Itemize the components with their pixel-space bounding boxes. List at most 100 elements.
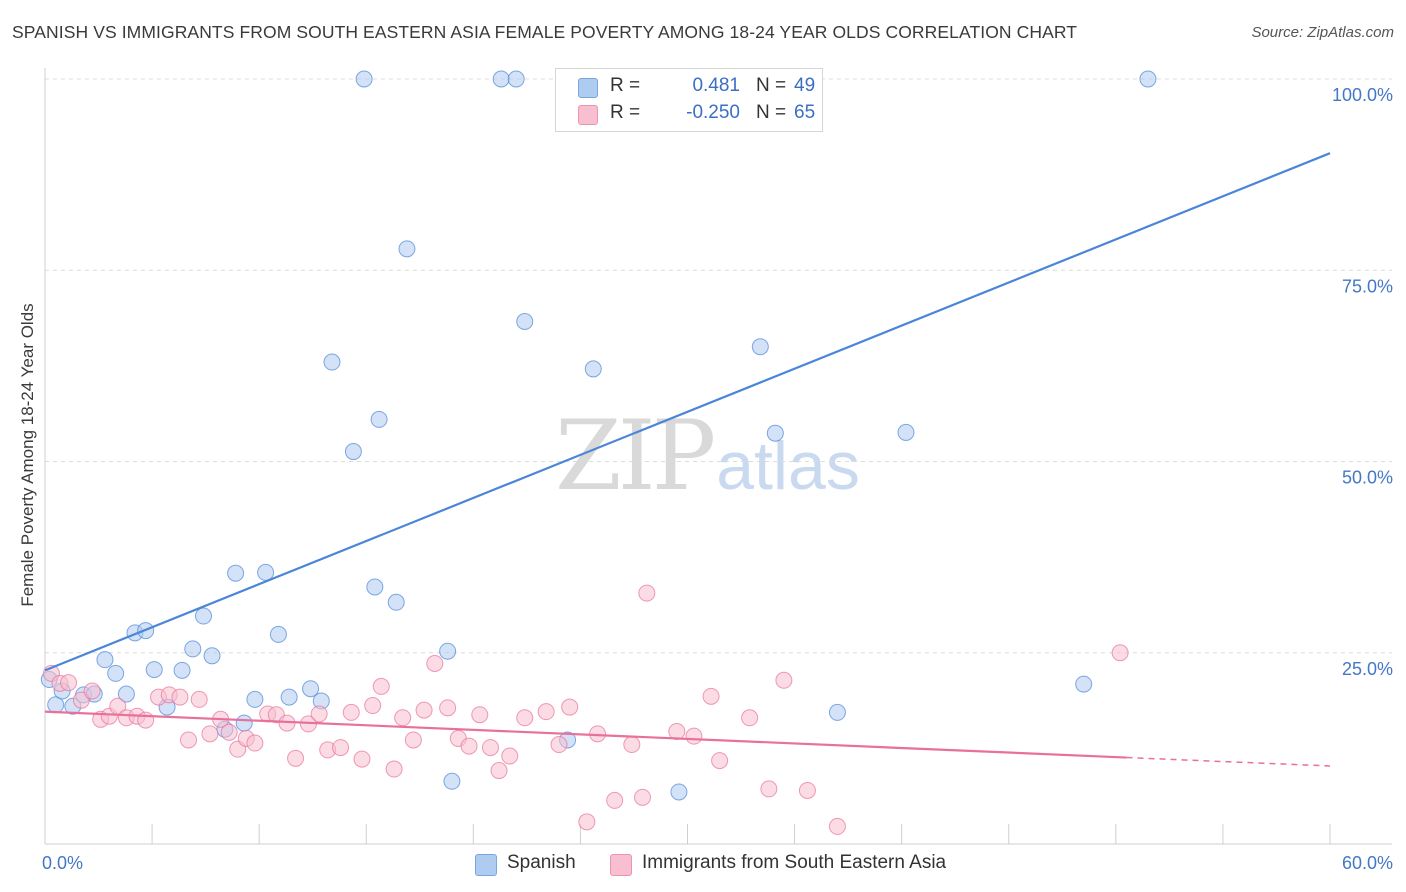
- point-spanish: [302, 680, 320, 698]
- point-immigrants: [287, 749, 305, 767]
- point-spanish: [1075, 675, 1093, 693]
- trend-line-spanish: [44, 152, 1331, 672]
- legend-r-value: 0.481: [692, 75, 740, 96]
- legend-n-label: N =: [756, 75, 787, 96]
- legend-r-label: R =: [610, 102, 641, 123]
- point-immigrants: [516, 709, 534, 727]
- point-immigrants: [404, 731, 422, 749]
- point-spanish: [173, 661, 191, 679]
- point-spanish: [507, 70, 525, 88]
- watermark-atlas: atlas: [716, 428, 860, 504]
- point-spanish: [398, 240, 416, 258]
- point-spanish: [1139, 70, 1157, 88]
- point-spanish: [370, 410, 388, 428]
- trend-line-immigrants-extension: [1126, 756, 1331, 767]
- point-spanish: [280, 688, 298, 706]
- point-spanish: [751, 338, 769, 356]
- point-immigrants: [83, 682, 101, 700]
- point-spanish: [227, 564, 245, 582]
- tick-labels: 25.0% 50.0% 75.0% 100.0% 0.0% 60.0%: [42, 85, 1393, 873]
- point-spanish: [117, 685, 135, 703]
- point-immigrants: [372, 677, 390, 695]
- point-immigrants: [828, 817, 846, 835]
- point-spanish: [107, 664, 125, 682]
- point-immigrants: [798, 781, 816, 799]
- point-immigrants: [537, 703, 555, 721]
- point-spanish: [323, 353, 341, 371]
- grid-lines: [45, 78, 1392, 654]
- legend-n-value: 65: [794, 102, 816, 123]
- y-tick-label: 100.0%: [1332, 85, 1393, 105]
- point-immigrants: [342, 703, 360, 721]
- point-immigrants: [394, 709, 412, 727]
- legend-r-label: R =: [610, 75, 641, 96]
- y-tick-label: 50.0%: [1342, 468, 1393, 488]
- point-immigrants: [634, 788, 652, 806]
- point-immigrants: [426, 654, 444, 672]
- legend-swatch-immigrants: [578, 105, 598, 125]
- point-spanish: [235, 714, 253, 732]
- bottom-legend-label-spanish: Spanish: [507, 852, 576, 873]
- point-immigrants: [460, 737, 478, 755]
- point-spanish: [355, 70, 373, 88]
- point-immigrants: [561, 698, 579, 716]
- point-spanish: [897, 423, 915, 441]
- point-spanish: [828, 703, 846, 721]
- point-spanish: [766, 424, 784, 442]
- point-immigrants: [190, 690, 208, 708]
- watermark: ZIPatlas: [555, 400, 860, 512]
- point-immigrants: [137, 711, 155, 729]
- point-spanish: [269, 625, 287, 643]
- point-immigrants: [220, 723, 238, 741]
- point-spanish: [344, 443, 362, 461]
- y-tick-label: 25.0%: [1342, 659, 1393, 679]
- point-spanish: [443, 772, 461, 790]
- point-spanish: [203, 647, 221, 665]
- point-immigrants: [623, 736, 641, 754]
- point-immigrants: [364, 697, 382, 715]
- point-immigrants: [760, 780, 778, 798]
- point-immigrants: [179, 731, 197, 749]
- point-spanish: [246, 690, 264, 708]
- point-spanish: [387, 593, 405, 611]
- point-immigrants: [606, 791, 624, 809]
- point-immigrants: [741, 709, 759, 727]
- point-immigrants: [353, 750, 371, 768]
- trend-line-immigrants: [44, 710, 1127, 759]
- point-immigrants: [578, 813, 596, 831]
- point-spanish: [670, 783, 688, 801]
- point-spanish: [516, 313, 534, 331]
- point-spanish: [194, 607, 212, 625]
- point-immigrants: [385, 760, 403, 778]
- series-layer: [40, 70, 1157, 835]
- legend-swatch-spanish: [578, 78, 598, 98]
- point-spanish: [145, 661, 163, 679]
- point-immigrants: [1111, 644, 1129, 662]
- point-spanish: [492, 70, 510, 88]
- bottom-legend-label-immigrants: Immigrants from South Eastern Asia: [642, 852, 947, 873]
- watermark-zip: ZIP: [555, 400, 716, 512]
- legend-n-value: 49: [794, 75, 816, 96]
- point-immigrants: [638, 584, 656, 602]
- point-immigrants: [332, 739, 350, 757]
- point-spanish: [257, 563, 275, 581]
- point-immigrants: [775, 671, 793, 689]
- point-spanish: [96, 651, 114, 669]
- bottom-legend-swatch-immigrants: [610, 854, 632, 876]
- point-immigrants: [550, 736, 568, 754]
- trend-lines: [44, 152, 1331, 767]
- source-attribution: Source: ZipAtlas.com: [1251, 24, 1394, 41]
- point-spanish: [584, 360, 602, 378]
- point-immigrants: [481, 739, 499, 757]
- point-immigrants: [246, 734, 264, 752]
- x-tick-label: 60.0%: [1342, 853, 1393, 873]
- point-immigrants: [310, 705, 328, 723]
- x-tick-label: 0.0%: [42, 853, 83, 873]
- point-immigrants: [60, 674, 78, 692]
- point-immigrants: [471, 706, 489, 724]
- y-tick-label: 75.0%: [1342, 276, 1393, 296]
- legend-r-value: -0.250: [686, 102, 740, 123]
- point-immigrants: [685, 727, 703, 745]
- point-spanish: [184, 640, 202, 658]
- point-immigrants: [702, 687, 720, 705]
